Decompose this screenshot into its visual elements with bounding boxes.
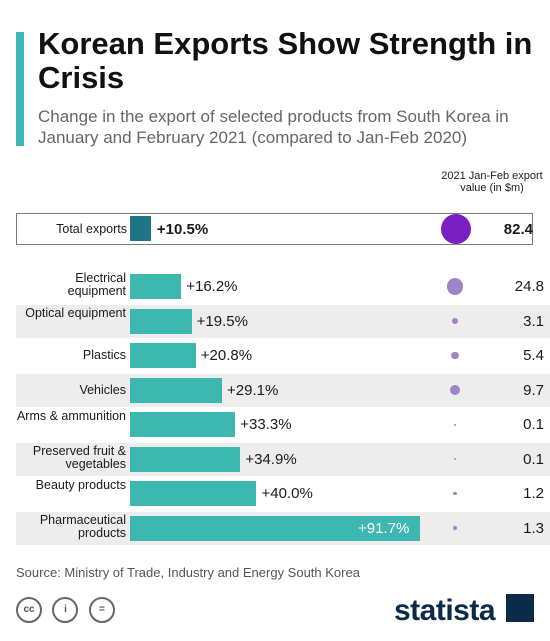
change-label: +34.9%: [245, 450, 297, 468]
brand-wordmark: statista: [394, 594, 496, 627]
accent-bar: [16, 32, 24, 146]
license-icons: cc i =: [16, 597, 121, 623]
change-label: +33.3%: [240, 416, 292, 433]
chart-row: Optical equipment +19.5% 3.1: [16, 304, 550, 338]
category-label: Electrical equipment: [67, 271, 126, 298]
change-bar: [130, 446, 241, 472]
nd-icon: =: [88, 597, 115, 623]
total-change-label: +10.5%: [156, 221, 209, 238]
chart-row: Arms & ammunition +33.3% 0.1: [16, 408, 550, 441]
value-bubble: [453, 526, 457, 530]
change-bar: [130, 481, 257, 506]
change-bar: [130, 377, 223, 403]
by-icon: i: [52, 597, 79, 623]
change-label: +20.8%: [200, 347, 253, 364]
category-label: Optical equipment: [25, 305, 126, 320]
total-value-bubble: [441, 214, 471, 244]
value-bubble: [454, 423, 456, 426]
category-label: Plastics: [82, 348, 126, 362]
change-label: +16.2%: [186, 278, 238, 295]
export-value-label: 0.1: [523, 450, 544, 468]
category-label: Vehicles: [79, 382, 126, 397]
value-bubble: [454, 458, 456, 460]
chart-title: Korean Exports Show Strength in Crisis: [38, 26, 533, 95]
total-label: Total exports: [56, 222, 127, 236]
value-column-header: 2021 Jan-Feb export value (in $m): [441, 170, 543, 194]
total-bar: [130, 216, 151, 241]
change-label: +91.7%: [358, 519, 410, 537]
change-bar: [130, 308, 192, 334]
export-value-label: 1.2: [523, 485, 544, 502]
change-bar: [130, 515, 420, 541]
source-note: Source: Ministry of Trade, Industry and …: [16, 565, 360, 580]
chart-row: Vehicles +29.1% 9.7: [16, 373, 550, 407]
change-bar: [130, 412, 236, 437]
export-value-label: 1.3: [523, 519, 544, 537]
value-bubble: [449, 384, 461, 396]
total-row: Total exports +10.5% 82.4: [16, 213, 533, 245]
export-value-label: 0.1: [523, 416, 544, 433]
category-label: Pharmaceutical products: [39, 512, 126, 540]
change-label: +40.0%: [261, 485, 313, 502]
category-label: Arms & ammunition: [16, 409, 126, 423]
change-label: +19.5%: [196, 312, 248, 330]
value-bubble: [452, 318, 458, 324]
export-value-label: 5.4: [523, 347, 544, 364]
change-bar: [130, 274, 182, 299]
chart-row: Pharmaceutical products +91.7% 1.3: [16, 511, 550, 545]
chart-row: Plastics +20.8% 5.4: [16, 339, 550, 372]
export-value-label: 24.8: [514, 278, 544, 295]
value-bubble: [446, 278, 464, 295]
value-bubble: [451, 351, 459, 360]
total-value-label: 82.4: [503, 221, 533, 238]
change-bar: [130, 343, 196, 368]
chart-row: Preserved fruit & vegetables +34.9% 0.1: [16, 442, 550, 476]
category-label: Preserved fruit & vegetables: [32, 443, 126, 471]
export-value-label: 3.1: [523, 312, 544, 330]
change-label: +29.1%: [227, 381, 279, 399]
chart-subtitle: Change in the export of selected product…: [38, 107, 509, 147]
cc-icon: cc: [16, 597, 42, 623]
brand-mark-icon: [506, 594, 534, 622]
value-bubble: [453, 491, 457, 496]
chart-row: Electrical equipment +16.2% 24.8: [16, 270, 550, 303]
export-value-label: 9.7: [523, 381, 544, 399]
category-label: Beauty products: [35, 478, 126, 492]
chart-row: Beauty products +40.0% 1.2: [16, 477, 550, 510]
